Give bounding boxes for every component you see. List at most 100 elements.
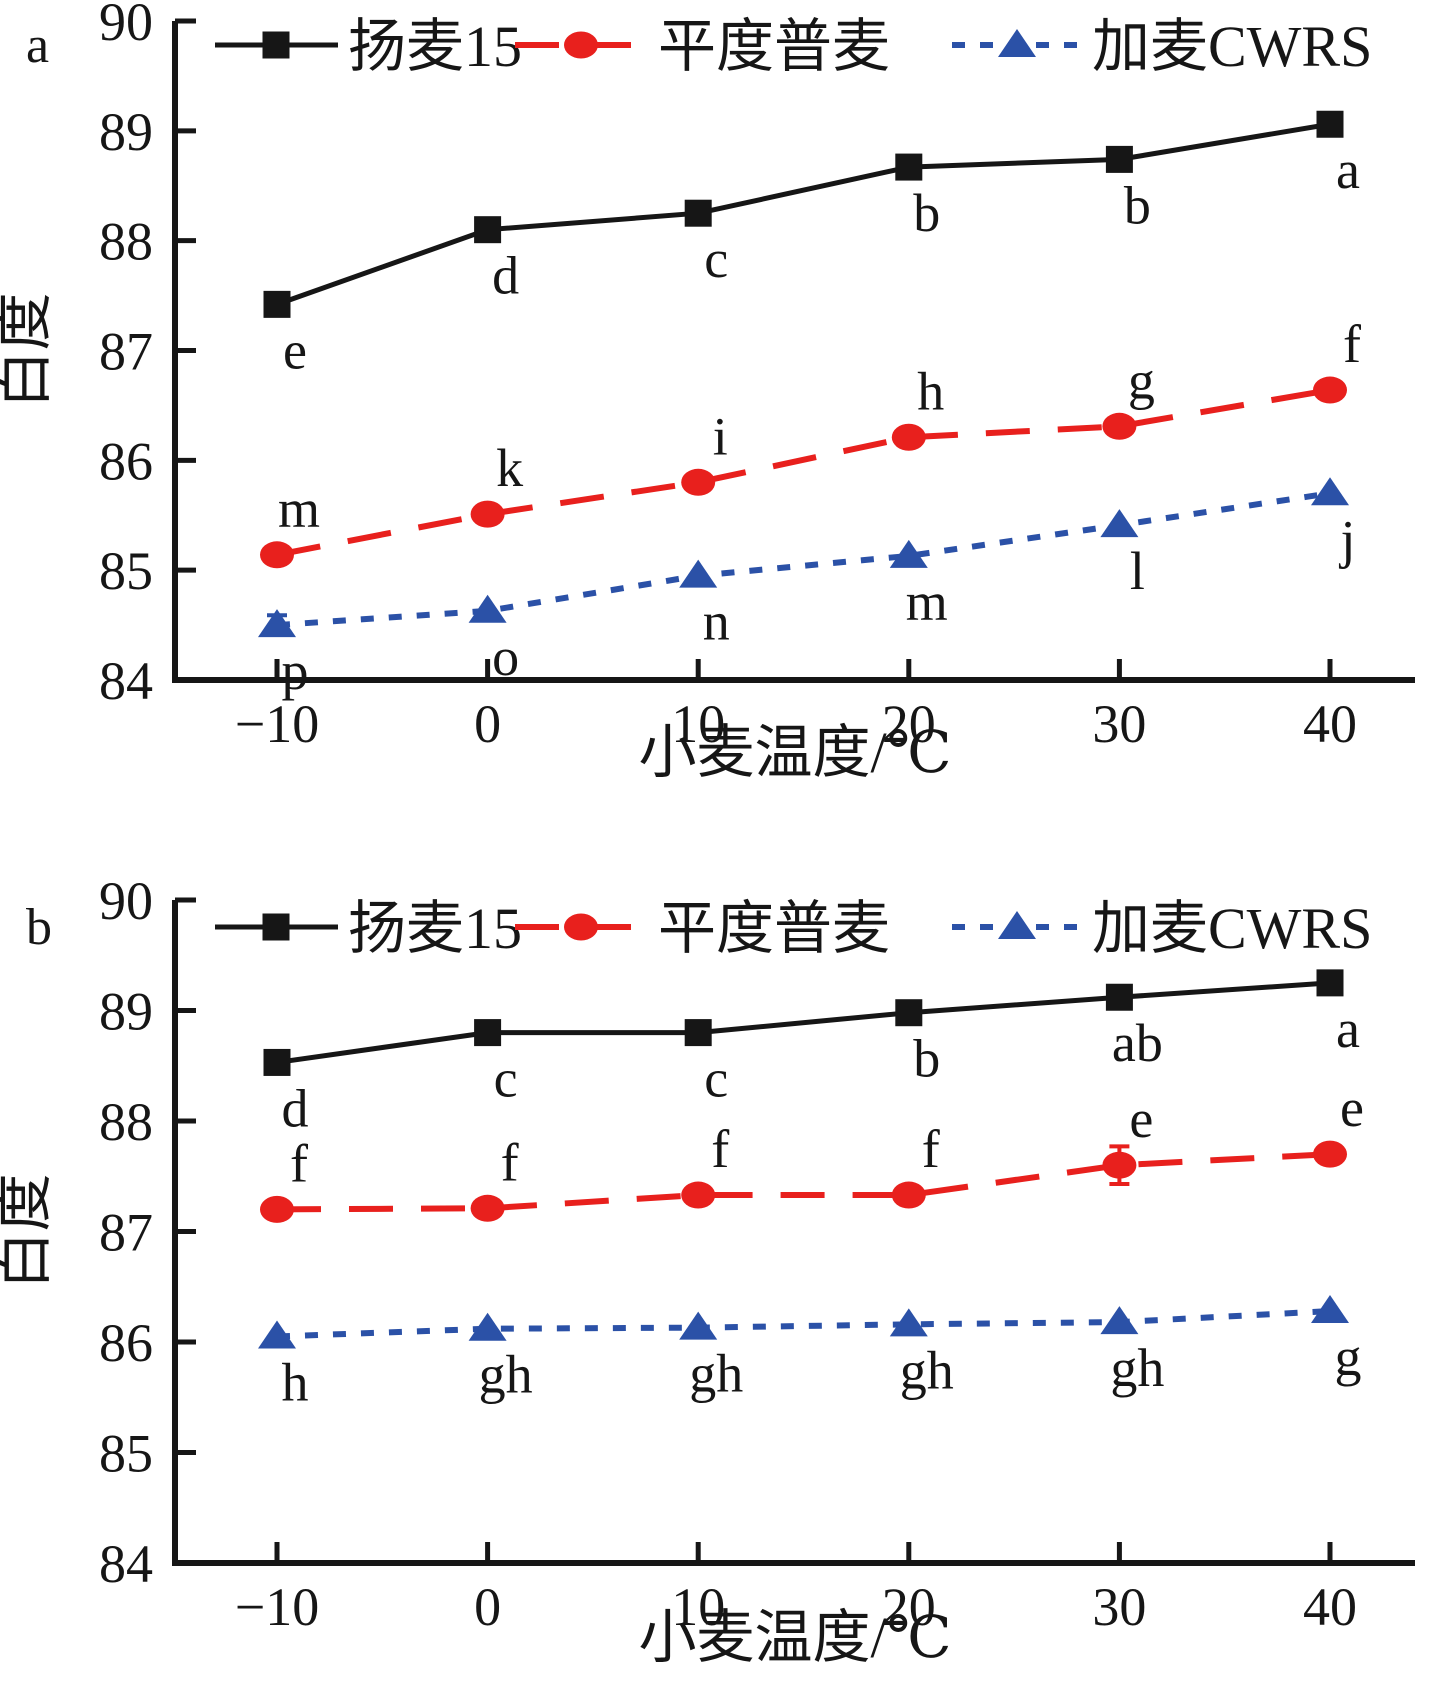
x-axis-title: 小麦温度/℃ — [639, 1605, 952, 1670]
data-point-triangle-icon — [679, 559, 718, 588]
data-point-triangle-icon — [1311, 477, 1349, 506]
data-point-circle-icon — [681, 468, 716, 496]
point-significance-label: b — [913, 183, 940, 243]
x-tick-label: 20 — [882, 1577, 936, 1637]
series-line-jiamai-cwrs — [276, 1308, 1331, 1340]
point-significance-label: h — [282, 1352, 309, 1412]
data-point-triangle-icon — [889, 1308, 928, 1337]
data-point-square-icon — [895, 153, 923, 181]
point-significance-label: k — [496, 438, 523, 498]
series-line-pingdu-pumai — [276, 387, 1331, 558]
point-significance-label: l — [1130, 541, 1145, 601]
data-point-triangle-icon — [258, 609, 296, 638]
y-tick-label: 88 — [99, 1092, 153, 1152]
y-tick-label: 90 — [99, 871, 153, 931]
data-point-circle-icon — [891, 423, 926, 451]
data-point-square-icon — [1316, 969, 1344, 997]
y-tick-label: 89 — [99, 982, 153, 1042]
data-point-circle-icon — [470, 500, 505, 528]
point-significance-label: c — [494, 1049, 518, 1109]
data-point-circle-icon — [260, 1195, 294, 1223]
series-line-yangmai15 — [276, 980, 1331, 1065]
point-significance-label: m — [278, 479, 320, 539]
y-tick-label: 86 — [99, 1313, 153, 1373]
data-point-triangle-icon — [1100, 1306, 1139, 1335]
series-line-yangmai15 — [276, 121, 1331, 307]
panel-letter: b — [26, 899, 52, 956]
point-significance-label: gh — [479, 1345, 533, 1405]
data-point-square-icon — [1105, 983, 1133, 1011]
x-tick-label: 40 — [1303, 694, 1357, 754]
x-tick-label: 40 — [1303, 1577, 1357, 1637]
data-point-square-icon — [684, 1019, 712, 1047]
legend-marker-circle-icon — [564, 31, 598, 59]
legend-label: 加麦CWRS — [1092, 896, 1372, 961]
legend-label: 平度普麦 — [658, 14, 890, 79]
data-point-square-icon — [263, 1048, 291, 1076]
data-point-square-icon — [1105, 145, 1133, 173]
legend-label: 加麦CWRS — [1092, 14, 1372, 79]
data-point-triangle-icon — [258, 1320, 296, 1349]
data-point-triangle-icon — [1311, 1295, 1349, 1324]
data-point-square-icon — [684, 199, 712, 227]
point-significance-label: n — [703, 592, 730, 652]
point-significance-label: h — [917, 361, 944, 421]
data-point-circle-icon — [1313, 376, 1347, 404]
data-point-triangle-icon — [679, 1311, 718, 1340]
legend-label: 扬麦15 — [348, 896, 522, 961]
data-point-circle-icon — [470, 1194, 505, 1222]
point-significance-label: f — [501, 1132, 519, 1192]
series-yangmai15: d c c b ab a — [263, 969, 1360, 1138]
point-significance-label: g — [1128, 350, 1155, 410]
point-significance-label: c — [704, 229, 728, 289]
point-significance-label: b — [1124, 175, 1151, 235]
legend-label: 平度普麦 — [658, 896, 890, 961]
x-tick-label: 30 — [1092, 1577, 1146, 1637]
point-significance-label: o — [492, 627, 519, 687]
data-point-square-icon — [1316, 110, 1344, 138]
point-significance-label: gh — [1110, 1338, 1164, 1398]
x-axis-title: 小麦温度/℃ — [639, 720, 952, 785]
point-significance-label: m — [906, 572, 948, 632]
panel-a: 84 85 86 87 88 89 90 −10 0 10 20 30 40 小麦温度/℃ 白度 a 扬麦15 平… — [0, 0, 1415, 785]
y-tick-label: 85 — [99, 1424, 153, 1484]
legend-item-pingdu-pumai: 平度普麦 — [515, 896, 890, 961]
point-significance-label: d — [492, 246, 519, 306]
y-tick-label: 86 — [99, 431, 153, 491]
legend-marker-triangle-icon — [998, 911, 1036, 939]
point-significance-label: a — [1336, 140, 1360, 200]
data-point-triangle-icon — [1100, 509, 1139, 538]
series-line-pingdu-pumai — [276, 1151, 1331, 1213]
x-tick-label: 10 — [671, 1577, 725, 1637]
series-jiamai-cwrs: p o n m l j — [258, 477, 1356, 701]
data-point-triangle-icon — [468, 594, 507, 623]
y-tick-label: 87 — [99, 322, 153, 382]
legend-item-yangmai15: 扬麦15 — [215, 896, 522, 961]
point-significance-label: d — [282, 1078, 309, 1138]
y-tick-label: 85 — [99, 541, 153, 601]
x-tick-label: 10 — [671, 694, 725, 754]
series-yangmai15: e d c b b a — [263, 110, 1360, 380]
data-point-circle-icon — [1102, 412, 1137, 440]
point-significance-label: p — [282, 641, 309, 701]
point-significance-label: ab — [1112, 1013, 1163, 1073]
point-significance-label: f — [922, 1119, 940, 1179]
point-significance-label: e — [283, 320, 307, 380]
panel-b: 84 85 86 87 88 89 90 −10 0 10 20 30 40 小麦温度/℃ 白度 b 扬麦15 平… — [0, 871, 1415, 1670]
point-significance-label: c — [704, 1049, 728, 1109]
y-tick-label: 84 — [99, 651, 153, 711]
point-significance-label: e — [1340, 1078, 1364, 1138]
data-point-triangle-icon — [468, 1312, 507, 1341]
point-significance-label: f — [711, 1119, 729, 1179]
y-tick-label: 90 — [99, 0, 153, 52]
point-significance-label: i — [713, 406, 728, 466]
series-line-jiamai-cwrs — [276, 490, 1331, 629]
legend-marker-square-icon — [262, 913, 290, 941]
point-significance-label: e — [1129, 1089, 1153, 1149]
y-tick-label: 84 — [99, 1534, 153, 1594]
data-point-square-icon — [895, 999, 923, 1027]
y-axis-title: 白度 — [0, 292, 57, 408]
data-point-circle-icon — [1313, 1140, 1347, 1168]
